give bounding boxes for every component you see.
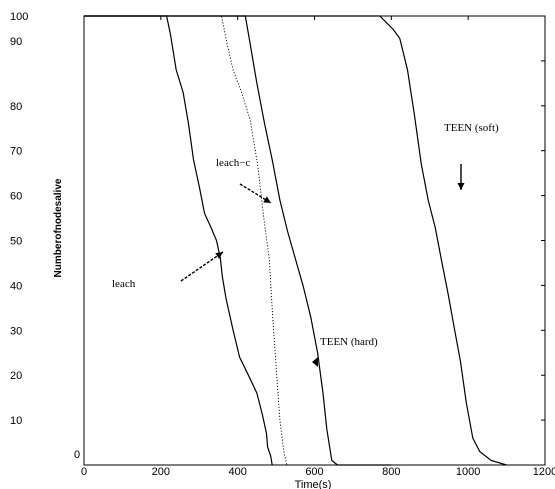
- y-tick-label: 50: [10, 236, 22, 248]
- annotation-label: leach−c: [216, 157, 250, 169]
- x-tick-label: 400: [228, 466, 246, 478]
- annotation-arrow: [239, 183, 272, 204]
- series-line-teen-soft: [84, 15, 507, 466]
- series-line-teen-hard: [84, 15, 392, 466]
- plot-area: [83, 15, 546, 466]
- x-tick-label: 800: [382, 466, 400, 478]
- annotation-arrowhead: [263, 196, 271, 203]
- annotation-arrowhead: [457, 183, 465, 190]
- annotation-arrowhead: [215, 252, 223, 259]
- x-tick-label: 0: [81, 466, 87, 478]
- y-tick-label: 0: [74, 449, 80, 461]
- y-tick-label: 20: [10, 370, 22, 382]
- y-tick-label: 80: [10, 101, 22, 113]
- plot-frame: [83, 15, 546, 466]
- y-tick-label: 90: [10, 36, 22, 48]
- annotation-arrow: [180, 251, 224, 282]
- annotations: leach leach−c TEEN (hard) TEEN (soft): [112, 122, 499, 367]
- y-tick-label: 30: [10, 325, 22, 337]
- annotation-label: TEEN (hard): [320, 336, 378, 348]
- x-tick-label: 200: [152, 466, 170, 478]
- series-lines: [84, 15, 507, 466]
- y-tick-label: 100: [10, 11, 28, 23]
- y-tick-label: 10: [10, 415, 22, 427]
- y-tick-label: 70: [10, 146, 22, 158]
- x-tick-label: 1000: [456, 466, 480, 478]
- y-tick-label: 60: [10, 191, 22, 203]
- annotation-arrowhead: [312, 357, 318, 367]
- annotation-label: TEEN (soft): [444, 122, 499, 134]
- x-tick-label: 600: [305, 466, 323, 478]
- x-tick-label: 1200: [533, 466, 555, 478]
- y-tick-label: 40: [10, 280, 22, 292]
- y-axis-label: Numberofnodesalive: [53, 178, 64, 277]
- series-line-leach: [84, 15, 273, 466]
- x-axis-label: Time(s): [295, 479, 332, 489]
- annotation-label: leach: [112, 278, 136, 290]
